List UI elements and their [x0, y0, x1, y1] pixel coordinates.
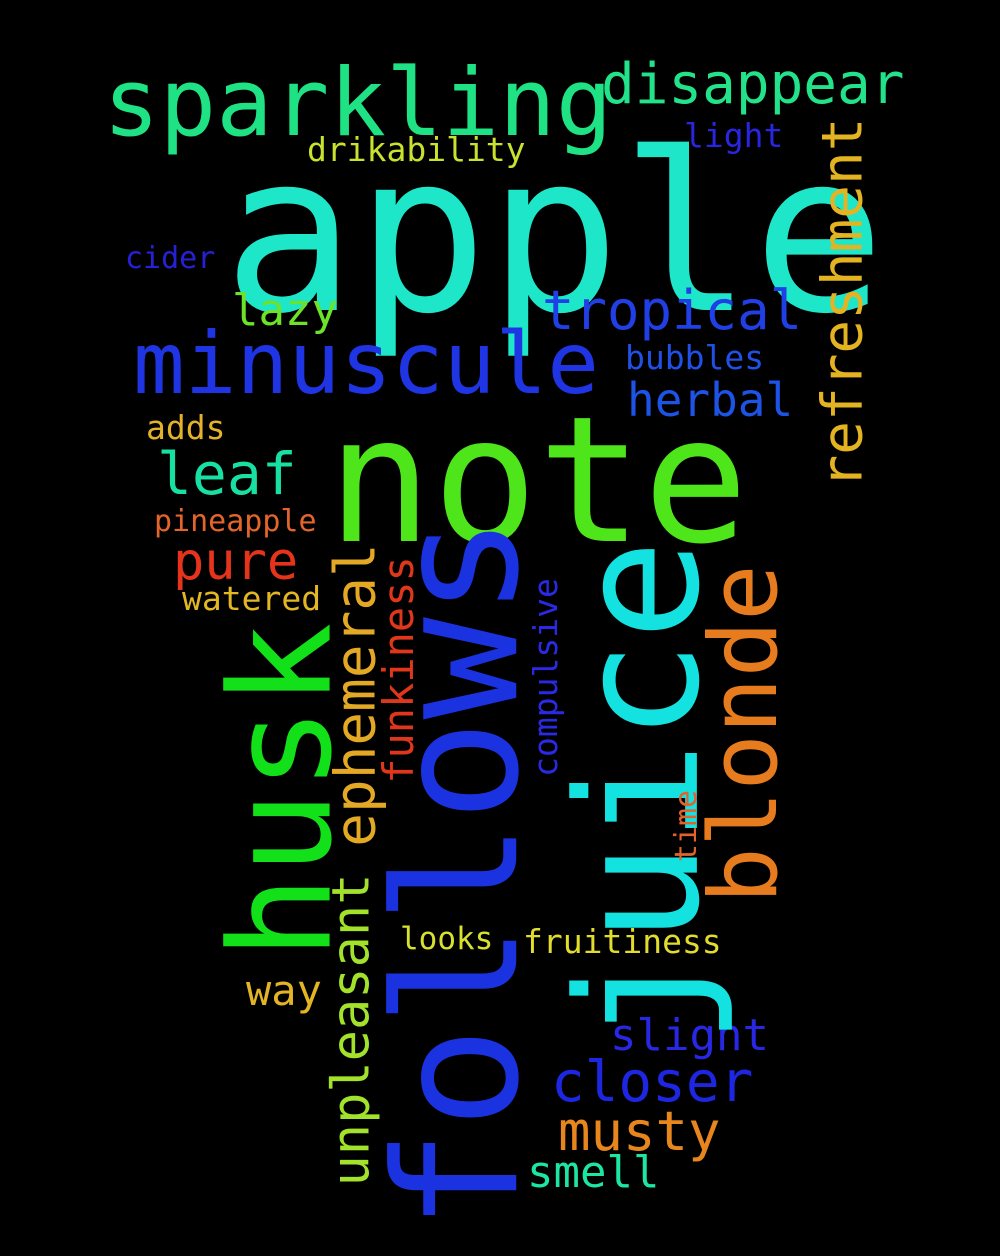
word-closer: closer: [551, 1050, 754, 1115]
word-compulsive: compulsive: [525, 577, 565, 777]
word-slight: slight: [610, 1010, 769, 1061]
word-apple: apple: [223, 106, 886, 362]
word-note: note: [327, 380, 749, 583]
word-time: time: [669, 789, 705, 863]
word-cider: cider: [125, 241, 216, 276]
word-smell: smell: [527, 1147, 660, 1198]
word-blonde: blonde: [689, 564, 799, 904]
word-minuscule: minuscule: [133, 314, 599, 414]
word-drikability: drikability: [307, 130, 526, 169]
word-unpleasant: unpleasant: [321, 873, 382, 1187]
word-tropical: tropical: [542, 279, 803, 342]
word-way: way: [246, 966, 322, 1015]
word-lazy: lazy: [232, 285, 338, 336]
word-leaf: leaf: [157, 440, 297, 508]
word-fruitiness: fruitiness: [523, 922, 722, 961]
word-sparkling: sparkling: [103, 49, 613, 158]
word-musty: musty: [558, 1100, 721, 1163]
word-bubbles: bubbles: [625, 338, 765, 377]
word-looks: looks: [400, 921, 494, 957]
word-refreshment: refreshment: [809, 117, 875, 489]
word-adds: adds: [146, 408, 226, 447]
word-pure: pure: [173, 532, 299, 592]
word-disappear: disappear: [601, 52, 905, 117]
word-pineapple: pineapple: [154, 504, 317, 539]
word-herbal: herbal: [627, 373, 794, 427]
word-light: light: [684, 116, 784, 155]
word-watered: watered: [182, 579, 322, 618]
word-funkiness: funkiness: [373, 556, 423, 784]
